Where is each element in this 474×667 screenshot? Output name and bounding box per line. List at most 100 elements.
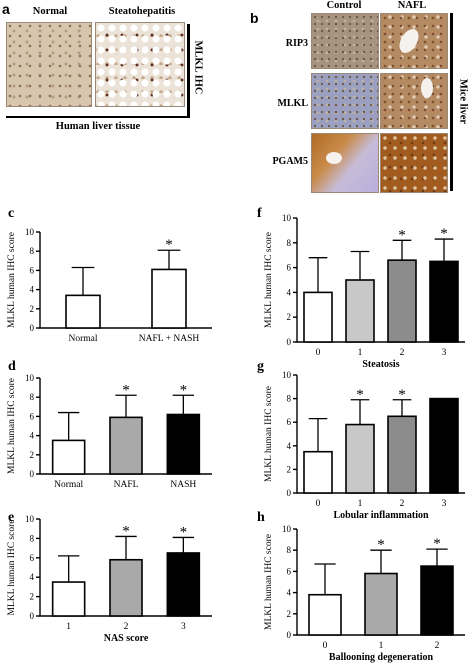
bar-g-2 bbox=[387, 415, 417, 494]
significance-star-e: * bbox=[180, 524, 188, 540]
y-axis-label-d: MLKL human IHC score bbox=[7, 378, 17, 474]
bar-e-2 bbox=[166, 552, 201, 617]
y-tick-label-h: 8 bbox=[287, 545, 292, 555]
panel-b-row-rip3: RIP3 bbox=[285, 38, 308, 49]
panel-letter-c: c bbox=[8, 206, 14, 221]
y-tick-label-d: 8 bbox=[30, 392, 35, 402]
bar-d-0 bbox=[51, 439, 86, 475]
panel-b-mlkl-nafl-image bbox=[380, 73, 448, 129]
y-tick-label-e: 4 bbox=[30, 572, 35, 582]
y-tick-label-c: 4 bbox=[30, 285, 35, 295]
significance-star-g: * bbox=[356, 387, 364, 403]
panel-b-side-bar bbox=[450, 13, 453, 191]
x-tick-label-d: NAFL bbox=[114, 480, 139, 490]
bar-f-3 bbox=[429, 260, 459, 343]
y-tick-label-g: 8 bbox=[287, 394, 292, 404]
panel-a-caption: Human liver tissue bbox=[55, 121, 141, 132]
x-tick-label-f: 1 bbox=[358, 348, 363, 358]
y-tick-label-d: 0 bbox=[30, 469, 35, 479]
vessel-shape bbox=[326, 152, 342, 164]
panel-b-mlkl-control-image bbox=[311, 73, 379, 129]
significance-star-h: * bbox=[433, 536, 441, 552]
y-tick-label-c: 8 bbox=[30, 246, 35, 256]
significance-star-e: * bbox=[122, 523, 130, 539]
bar-h-2 bbox=[420, 565, 454, 636]
bar-c-0 bbox=[65, 294, 101, 329]
x-tick-label-g: 0 bbox=[316, 499, 321, 509]
y-tick-label-f: 10 bbox=[282, 213, 292, 223]
significance-star-g: * bbox=[398, 387, 406, 403]
y-tick-label-c: 6 bbox=[30, 265, 35, 275]
panel-b-rip3-nafl-image bbox=[380, 13, 448, 69]
panel-a-header-steatohepatitis: Steatohepatitis bbox=[108, 6, 176, 17]
y-tick-label-f: 2 bbox=[287, 312, 292, 322]
bar-g-3 bbox=[429, 397, 459, 494]
panel-a-bottom-bar bbox=[6, 116, 190, 118]
x-tick-label-f: 3 bbox=[442, 348, 447, 358]
y-tick-label-e: 2 bbox=[30, 592, 35, 602]
bar-g-0 bbox=[303, 450, 333, 494]
panel-letter-g: g bbox=[257, 359, 264, 374]
panel-a-steatohepatitis-image bbox=[95, 22, 185, 107]
y-tick-label-e: 8 bbox=[30, 533, 35, 543]
bar-e-1 bbox=[109, 558, 143, 617]
significance-star-c: * bbox=[165, 237, 173, 253]
y-tick-label-c: 2 bbox=[30, 304, 35, 314]
x-tick-label-c: Normal bbox=[68, 334, 97, 344]
significance-star-d: * bbox=[180, 382, 188, 398]
bar-d-2 bbox=[166, 413, 201, 475]
significance-star-f: * bbox=[440, 226, 448, 242]
bar-h-0 bbox=[308, 593, 342, 636]
y-tick-label-g: 6 bbox=[287, 417, 292, 427]
y-axis-label-c: MLKL human IHC score bbox=[7, 232, 17, 328]
panel-b-header-control: Control bbox=[326, 0, 362, 11]
y-axis-label-e: MLKL human IHC score bbox=[7, 520, 17, 616]
y-tick-label-e: 0 bbox=[30, 611, 35, 621]
x-tick-label-f: 0 bbox=[316, 348, 321, 358]
panel-letter-f: f bbox=[257, 206, 262, 221]
x-tick-label-g: 3 bbox=[442, 499, 447, 509]
bar-d-1 bbox=[109, 416, 143, 475]
panel-b-header-nafl: NAFL bbox=[397, 0, 427, 11]
y-axis-label-f: MLKL human IHC score bbox=[264, 232, 274, 328]
panel-a-side-bar bbox=[187, 24, 190, 118]
y-tick-label-d: 4 bbox=[30, 431, 35, 441]
x-axis-label-f: Steatosis bbox=[362, 359, 399, 370]
significance-star-h: * bbox=[377, 537, 385, 553]
bar-e-0 bbox=[51, 581, 86, 617]
panel-a-normal-image bbox=[6, 22, 92, 107]
y-tick-label-h: 2 bbox=[287, 609, 292, 619]
y-tick-label-c: 0 bbox=[30, 323, 35, 333]
y-tick-label-f: 4 bbox=[287, 287, 292, 297]
y-tick-label-d: 10 bbox=[25, 373, 35, 383]
y-tick-label-f: 6 bbox=[287, 263, 292, 273]
panel-b-rip3-control-image bbox=[311, 13, 379, 69]
bar-f-0 bbox=[303, 291, 333, 343]
x-tick-label-f: 2 bbox=[400, 348, 405, 358]
panel-b-pgam5-control-image bbox=[311, 133, 379, 193]
x-tick-label-c: NAFL + NASH bbox=[139, 334, 200, 344]
y-tick-label-g: 10 bbox=[282, 370, 292, 380]
y-tick-label-g: 0 bbox=[287, 488, 292, 498]
x-axis-label-g: Lobular inflammation bbox=[333, 510, 429, 521]
y-tick-label-f: 0 bbox=[287, 337, 292, 347]
y-axis-label-g: MLKL human IHC score bbox=[264, 386, 274, 482]
panel-b-pgam5-nafl-image bbox=[380, 133, 448, 193]
bar-f-2 bbox=[387, 259, 417, 343]
y-tick-label-c: 10 bbox=[25, 227, 35, 237]
y-tick-label-h: 0 bbox=[287, 630, 292, 640]
vessel-shape bbox=[421, 78, 433, 98]
x-tick-label-e: 2 bbox=[124, 622, 129, 632]
y-tick-label-f: 8 bbox=[287, 238, 292, 248]
panel-letter-h: h bbox=[257, 510, 265, 525]
panel-b-row-pgam5: PGAM5 bbox=[272, 156, 308, 167]
y-tick-label-h: 4 bbox=[287, 588, 292, 598]
significance-star-f: * bbox=[398, 227, 406, 243]
x-tick-label-h: 2 bbox=[435, 641, 440, 651]
bar-h-1 bbox=[364, 572, 398, 636]
x-tick-label-d: Normal bbox=[54, 480, 83, 490]
bar-f-1 bbox=[345, 279, 375, 343]
panel-b-row-mlkl: MLKL bbox=[277, 98, 308, 109]
x-tick-label-g: 2 bbox=[400, 499, 405, 509]
